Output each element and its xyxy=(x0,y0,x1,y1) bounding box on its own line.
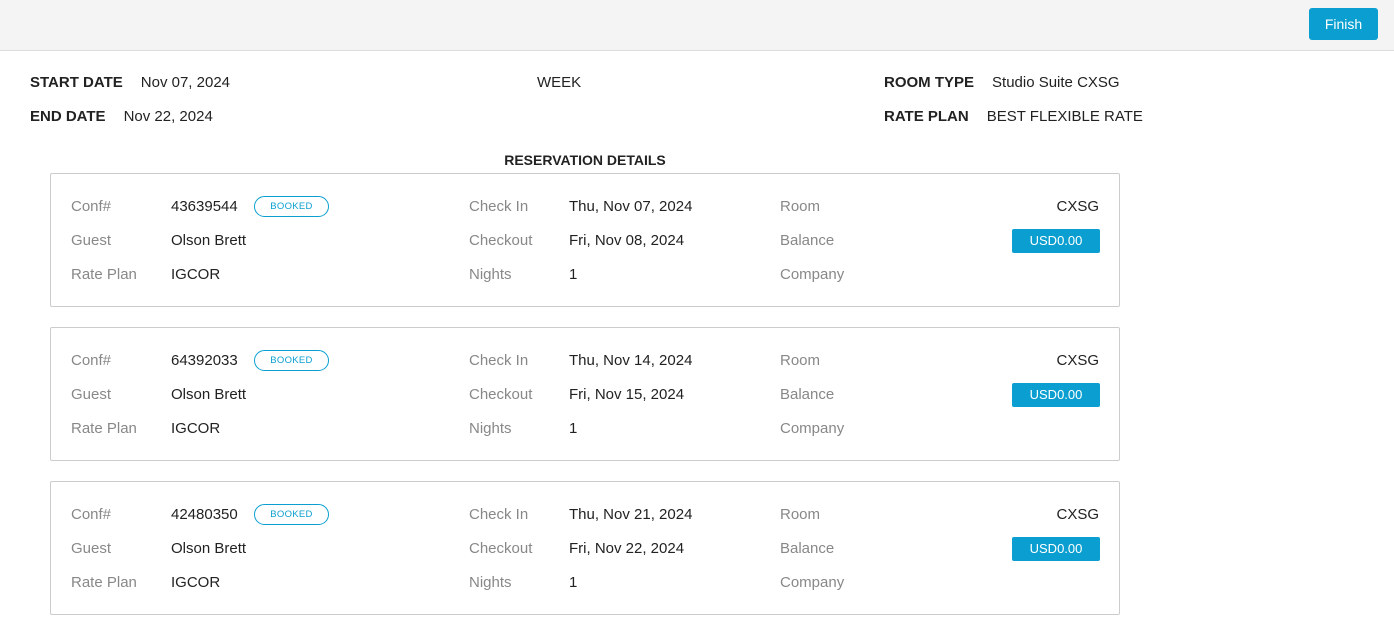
company-label: Company xyxy=(780,266,845,283)
guest-label: Guest xyxy=(71,386,112,403)
balance-label: Balance xyxy=(780,232,835,249)
guest-name: Olson Brett xyxy=(171,386,247,403)
checkout-label: Checkout xyxy=(469,386,533,403)
guest-label: Guest xyxy=(71,540,112,557)
room-label: Room xyxy=(780,198,821,215)
balance-label: Balance xyxy=(780,386,835,403)
conf-label: Conf# xyxy=(71,506,112,523)
guest-name: Olson Brett xyxy=(171,540,247,557)
end-date: END DATE Nov 22, 2024 xyxy=(30,108,213,125)
check-in-value: Thu, Nov 14, 2024 xyxy=(569,352,693,369)
balance-badge: USD0.00 xyxy=(1012,229,1100,253)
conf-label: Conf# xyxy=(71,352,112,369)
nights-label: Nights xyxy=(469,266,512,283)
rate-plan-value: BEST FLEXIBLE RATE xyxy=(986,108,1143,125)
room-value: CXSG xyxy=(1056,198,1099,215)
checkout-value: Fri, Nov 15, 2024 xyxy=(569,386,685,403)
check-in-value: Thu, Nov 07, 2024 xyxy=(569,198,693,215)
guest-name: Olson Brett xyxy=(171,232,247,249)
company-label: Company xyxy=(780,574,845,591)
rate-plan-value: IGCOR xyxy=(171,420,221,437)
rate-plan-label: Rate Plan xyxy=(71,266,137,283)
room-label: Room xyxy=(780,352,821,369)
conf-number: 64392033 xyxy=(171,352,238,369)
room-type-value: Studio Suite CXSG xyxy=(992,74,1120,91)
status-badge: BOOKED xyxy=(254,350,329,371)
nights-label: Nights xyxy=(469,420,512,437)
checkout-value: Fri, Nov 08, 2024 xyxy=(569,232,685,249)
top-toolbar: Finish xyxy=(0,0,1394,51)
conf-number: 43639544 xyxy=(171,198,238,215)
company-label: Company xyxy=(780,420,845,437)
nights-label: Nights xyxy=(469,574,512,591)
rate-plan-label: RATE PLAN xyxy=(884,108,969,125)
start-date: START DATE Nov 07, 2024 xyxy=(30,74,230,91)
reservation-card[interactable]: Conf# 42480350 BOOKED Guest Olson Brett Rate … xyxy=(50,481,1120,615)
conf-label: Conf# xyxy=(71,198,112,215)
room-value: CXSG xyxy=(1056,506,1099,523)
reservation-card[interactable]: Conf# 64392033 BOOKED Guest Olson Brett Rate … xyxy=(50,327,1120,461)
rate-plan-label: Rate Plan xyxy=(71,574,137,591)
checkout-value: Fri, Nov 22, 2024 xyxy=(569,540,685,557)
check-in-label: Check In xyxy=(469,352,529,369)
guest-label: Guest xyxy=(71,232,112,249)
balance-badge: USD0.00 xyxy=(1012,537,1100,561)
balance-label: Balance xyxy=(780,540,835,557)
checkout-label: Checkout xyxy=(469,232,533,249)
balance-badge: USD0.00 xyxy=(1012,383,1100,407)
start-date-label: START DATE xyxy=(30,74,123,91)
end-date-value: Nov 22, 2024 xyxy=(123,108,213,125)
section-title: RESERVATION DETAILS xyxy=(504,152,666,168)
status-badge: BOOKED xyxy=(254,504,329,525)
nights-value: 1 xyxy=(569,420,578,437)
checkout-label: Checkout xyxy=(469,540,533,557)
reservation-card[interactable]: Conf# 43639544 BOOKED Guest Olson Brett Rate … xyxy=(50,173,1120,307)
rate-plan: RATE PLAN BEST FLEXIBLE RATE xyxy=(884,108,1143,125)
room-label: Room xyxy=(780,506,821,523)
check-in-label: Check In xyxy=(469,198,529,215)
check-in-value: Thu, Nov 21, 2024 xyxy=(569,506,693,523)
check-in-label: Check In xyxy=(469,506,529,523)
start-date-value: Nov 07, 2024 xyxy=(140,74,231,91)
rate-plan-value: IGCOR xyxy=(171,574,221,591)
room-type: ROOM TYPE Studio Suite CXSG xyxy=(884,74,1120,91)
period: WEEK xyxy=(537,74,582,91)
finish-button[interactable]: Finish xyxy=(1309,8,1378,40)
room-value: CXSG xyxy=(1056,352,1099,369)
nights-value: 1 xyxy=(569,574,578,591)
end-date-label: END DATE xyxy=(30,108,106,125)
rate-plan-label: Rate Plan xyxy=(71,420,137,437)
rate-plan-value: IGCOR xyxy=(171,266,221,283)
conf-number: 42480350 xyxy=(171,506,238,523)
nights-value: 1 xyxy=(569,266,578,283)
room-type-label: ROOM TYPE xyxy=(884,74,975,91)
status-badge: BOOKED xyxy=(254,196,329,217)
